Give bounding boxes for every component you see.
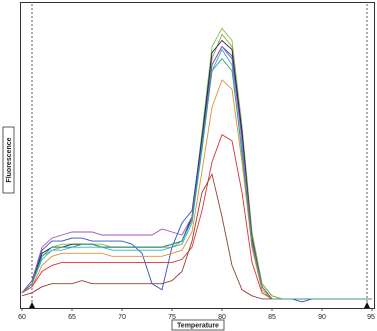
x-tick-label: 85 — [268, 314, 276, 321]
series-line — [21, 57, 372, 300]
x-axis-label-box — [171, 319, 225, 331]
x-tick-label: 90 — [318, 314, 326, 321]
x-tick-label: 75 — [168, 314, 176, 321]
x-axis-label: Temperature — [177, 322, 219, 329]
y-axis-label-box — [2, 126, 15, 194]
cursor-handle — [29, 302, 35, 308]
x-tick-label: 70 — [118, 314, 126, 321]
x-tick-label: 60 — [18, 314, 26, 321]
plot-frame — [20, 2, 375, 309]
y-axis-label: Fluorescence — [6, 137, 13, 182]
cursor-handle — [364, 302, 370, 308]
x-tick-label: 95 — [367, 314, 375, 321]
x-tick-label: 65 — [68, 314, 76, 321]
x-tick-label: 80 — [218, 314, 226, 321]
